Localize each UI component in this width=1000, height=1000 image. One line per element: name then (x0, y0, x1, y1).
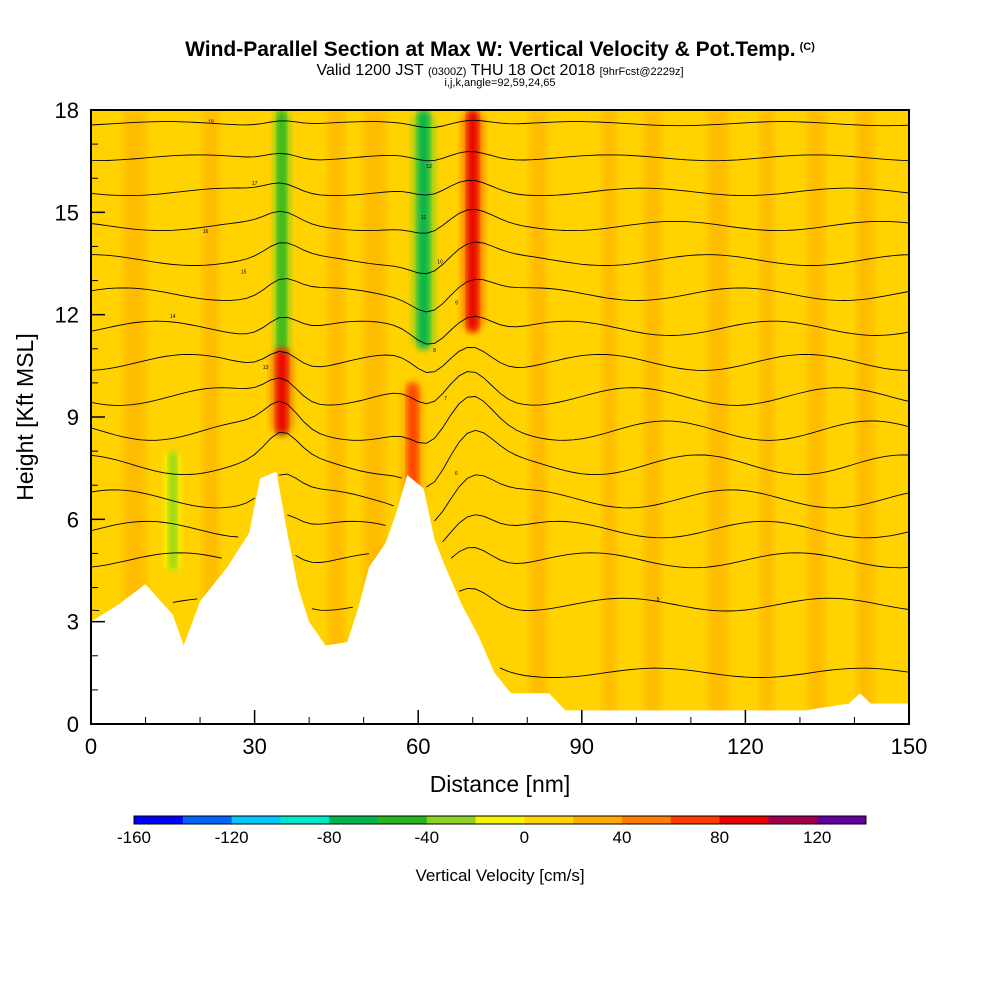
isentrope-line (91, 396, 909, 444)
isentrope-line (91, 119, 909, 129)
isentrope-line (91, 208, 909, 234)
chart-indices: i,j,k,angle=92,59,24,65 (444, 77, 556, 89)
velocity-band-core (467, 110, 479, 332)
copyright-mark: (C) (799, 41, 815, 53)
colorbar-segment (768, 816, 818, 824)
x-tick-label: 0 (85, 734, 97, 759)
isentrope-line (91, 179, 909, 197)
isentrope-label: 10 (437, 260, 443, 266)
colorbar-tick-label: -160 (117, 828, 151, 847)
isentrope-line (499, 667, 909, 678)
velocity-band-core (276, 348, 288, 435)
y-tick-label: 15 (55, 200, 79, 225)
weak-updraft-streak (202, 110, 220, 724)
y-tick-label: 3 (67, 610, 79, 635)
velocity-band-core (168, 451, 177, 571)
y-axis-label: Height [Kft MSL] (12, 333, 38, 500)
colorbar-segment (524, 816, 574, 824)
isentrope-line (91, 473, 909, 522)
colorbar: -160 -120 -80 -40 0 40 80 120 (117, 815, 867, 847)
isentrope-label: 7 (444, 396, 447, 402)
colorbar-tick-label: 40 (613, 828, 632, 847)
isentrope-contours: 18 17 16 15 14 13 12 11 10 9 8 7 6 5 (91, 120, 909, 678)
isentrope-label: 11 (421, 215, 426, 221)
weak-updraft-streak (857, 110, 874, 724)
weak-updraft-streak (644, 110, 661, 724)
isentrope-label: 15 (241, 270, 247, 276)
isentrope-label: 17 (252, 181, 258, 187)
isentrope-line (91, 514, 909, 543)
isentrope-line (91, 347, 909, 373)
y-tick-label: 0 (67, 712, 79, 737)
colorbar-segment (622, 816, 672, 824)
isentrope-line (91, 151, 909, 162)
x-tick-label: 150 (891, 734, 928, 759)
x-tick-label: 120 (727, 734, 764, 759)
colorbar-tick-label: -40 (415, 828, 440, 847)
isentrope-line (91, 371, 909, 406)
isentrope-label: 12 (426, 164, 432, 170)
isentrope-label: 18 (208, 120, 214, 126)
colorbar-segment (475, 816, 525, 824)
isentrope-label: 6 (455, 471, 458, 477)
isentrope-line (91, 315, 909, 345)
colorbar-segment (719, 816, 769, 824)
y-tick-label: 9 (67, 405, 79, 430)
y-tick-label: 12 (55, 303, 79, 328)
isentrope-line (91, 547, 909, 569)
x-tick-label: 30 (242, 734, 266, 759)
isentrope-label: 14 (170, 314, 176, 320)
x-axis-label: Distance [nm] (430, 771, 571, 797)
colorbar-tick-label: 120 (803, 828, 831, 847)
colorbar-frame (133, 815, 867, 825)
colorbar-tick-label: -80 (317, 828, 342, 847)
isentrope-line (91, 429, 909, 488)
colorbar-tick-label: -120 (215, 828, 249, 847)
weak-updraft-streak (123, 110, 146, 724)
colorbar-segment (378, 816, 428, 824)
weak-updraft-streak (808, 110, 825, 724)
colorbar-segment (573, 816, 623, 824)
isentrope-label: 16 (203, 229, 209, 235)
colorbar-segment (670, 816, 721, 824)
chart-title: Wind-Parallel Section at Max W: Vertical… (185, 38, 815, 61)
axes: 0 30 60 90 120 150 0 3 6 9 12 15 18 (55, 98, 928, 759)
weak-updraft-streak (328, 110, 345, 724)
terrain-mask (91, 471, 909, 724)
colorbar-tick-label: 80 (710, 828, 729, 847)
isentrope-label: 9 (455, 300, 458, 306)
weak-updraft-streak (708, 110, 728, 724)
terrain-shape (91, 471, 909, 724)
weak-updraft-streak (760, 110, 775, 724)
chart-subtitle: Valid 1200 JST (0300Z) THU 18 Oct 2018 [… (316, 62, 684, 79)
x-tick-label: 90 (570, 734, 594, 759)
colorbar-segment (182, 816, 233, 824)
y-tick-label: 18 (55, 98, 79, 123)
y-tick-label: 6 (67, 507, 79, 532)
colorbar-segment (329, 816, 379, 824)
weak-updraft-streak (602, 110, 616, 724)
colorbar-label: Vertical Velocity [cm/s] (415, 866, 584, 885)
isentrope-line (91, 587, 909, 612)
colorbar-segment (134, 816, 184, 824)
velocity-band-core (418, 110, 430, 349)
isentrope-line (91, 278, 909, 313)
colorbar-segment (280, 816, 330, 824)
colorbar-segment (817, 816, 867, 824)
weak-updraft-streak (529, 110, 547, 724)
isentrope-label: 5 (657, 597, 660, 603)
velocity-band-core (407, 382, 419, 503)
x-tick-label: 60 (406, 734, 430, 759)
isentrope-label: 13 (263, 365, 269, 371)
isentrope-line (91, 241, 909, 275)
isentrope-label: 8 (433, 348, 436, 354)
colorbar-tick-label: 0 (520, 828, 529, 847)
colorbar-segment (231, 816, 281, 824)
colorbar-segment (426, 816, 477, 824)
